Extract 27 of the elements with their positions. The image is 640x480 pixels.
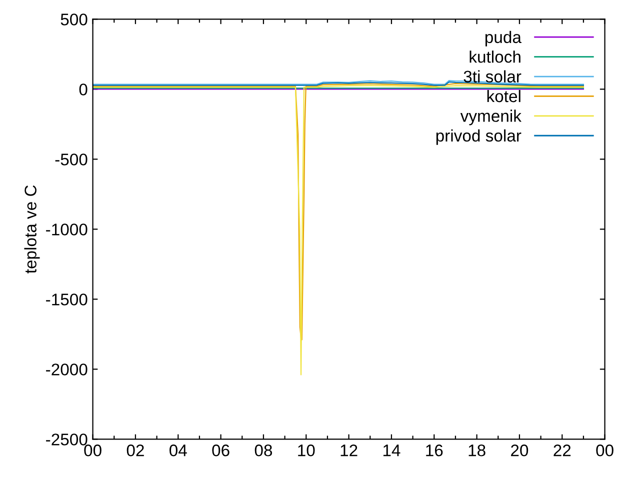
x-tick-label: 06 (212, 444, 230, 456)
y-tick-label: -2000 (46, 364, 88, 376)
y-tick-label: 0 (79, 84, 88, 96)
y-axis-title: teplota ve C (24, 185, 40, 274)
y-tick-label: 500 (60, 14, 88, 26)
x-tick-label: 00 (84, 444, 102, 456)
y-tick-label: -1500 (46, 294, 88, 306)
x-tick-label: 18 (468, 444, 486, 456)
legend-label: kotel (487, 90, 520, 102)
y-tick-label: -1000 (46, 224, 88, 236)
legend-label: vymenik (460, 110, 522, 126)
x-tick-label: 22 (554, 444, 571, 456)
x-tick-label: 20 (511, 444, 528, 456)
legend-label: privod solar (436, 129, 522, 145)
x-tick-label: 04 (170, 444, 187, 456)
x-tick-label: 10 (298, 444, 315, 456)
x-tick-label: 14 (383, 444, 400, 456)
x-tick-label: 12 (340, 444, 358, 456)
x-tick-label: 02 (126, 444, 144, 456)
y-tick-label: -500 (55, 154, 88, 166)
legend-label: kutloch (470, 50, 520, 63)
x-tick-label: 00 (596, 444, 614, 456)
y-tick-label: -2500 (46, 434, 88, 446)
legend-label: 3ti solar (464, 70, 522, 83)
x-tick-label: 08 (254, 444, 272, 456)
legend-label: puda (485, 30, 522, 46)
x-tick-label: 16 (426, 444, 443, 456)
